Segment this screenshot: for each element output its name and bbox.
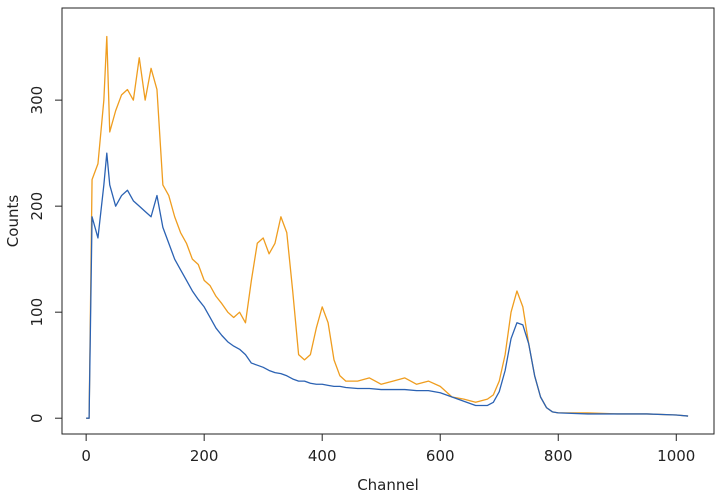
y-tick-label: 100	[28, 298, 46, 327]
x-tick-label: 400	[308, 447, 337, 465]
series-line	[86, 35, 689, 419]
y-tick-label: 200	[28, 192, 46, 221]
x-tick-label: 200	[190, 447, 219, 465]
x-tick-label: 600	[426, 447, 455, 465]
y-axis-label: Counts	[4, 195, 22, 248]
x-tick-label: 1000	[657, 447, 695, 465]
series-line	[86, 152, 689, 419]
y-tick-label: 300	[28, 86, 46, 115]
x-tick-label: 800	[544, 447, 573, 465]
plot-frame	[61, 7, 715, 435]
x-axis-label: Channel	[357, 476, 419, 494]
y-tick-label: 0	[28, 413, 46, 423]
x-tick-label: 0	[81, 447, 91, 465]
